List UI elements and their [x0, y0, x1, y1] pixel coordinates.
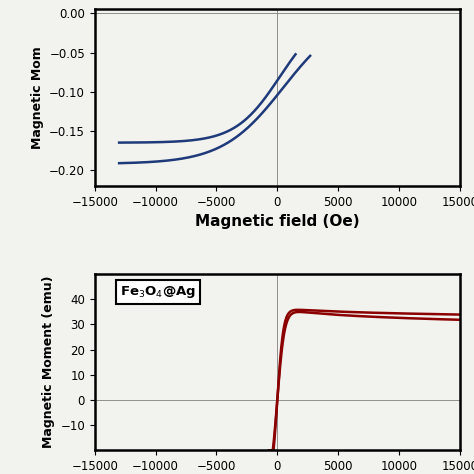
Y-axis label: Magnetic Moment (emu): Magnetic Moment (emu) — [42, 276, 55, 448]
X-axis label: Magnetic field (Oe): Magnetic field (Oe) — [195, 214, 360, 229]
Text: Fe$_3$O$_4$@Ag: Fe$_3$O$_4$@Ag — [120, 284, 196, 300]
Y-axis label: Magnetic Mom: Magnetic Mom — [31, 46, 44, 149]
